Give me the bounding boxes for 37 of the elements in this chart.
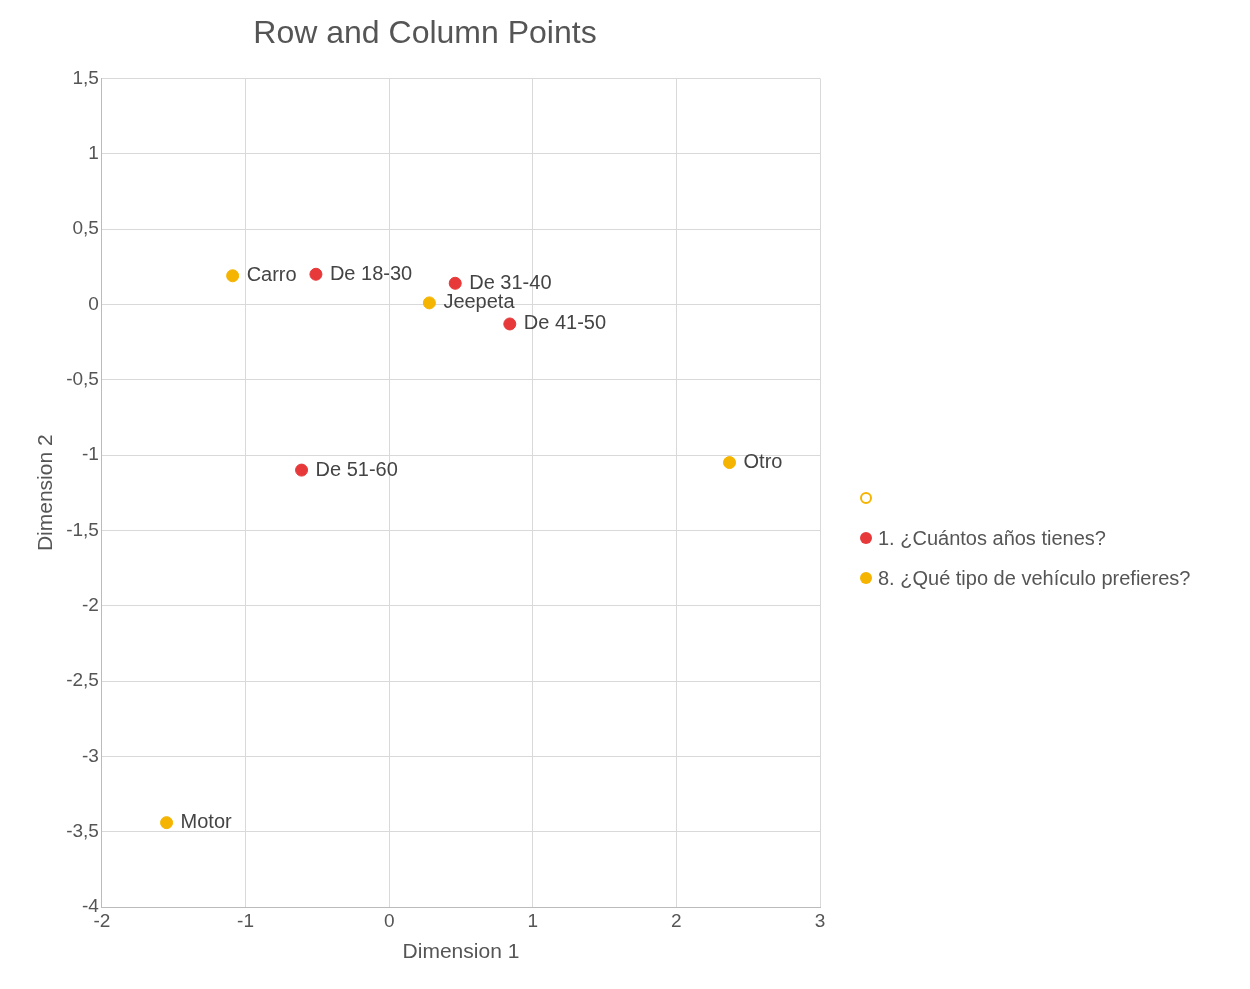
y-tick-label: -1,5 [66, 518, 99, 540]
point [309, 267, 323, 281]
legend-label: 1. ¿Cuántos años tienes? [878, 526, 1106, 550]
x-tick-label: 2 [671, 909, 682, 931]
point [503, 317, 517, 331]
point [448, 276, 462, 290]
x-tick-label: 1 [527, 909, 539, 931]
x-tick-label: 3 [814, 909, 826, 931]
y-tick-label: 1,5 [72, 66, 99, 88]
y-tick-label: -1 [82, 443, 99, 465]
data-label: De 51-60 [315, 457, 398, 480]
point [160, 816, 174, 830]
y-tick-label: -0,5 [66, 367, 99, 389]
data-label: Otro [743, 450, 783, 473]
legend-label: 8. ¿Qué tipo de vehículo prefieres? [878, 566, 1191, 590]
y-tick-label: -2 [82, 593, 99, 615]
data-label: Motor [180, 810, 233, 833]
y-tick-label: 1 [88, 141, 99, 163]
data-label: De 31-40 [469, 270, 552, 293]
x-tick-label: 0 [383, 909, 395, 931]
point [422, 296, 436, 310]
y-axis-title: Dimension 2 [33, 434, 57, 552]
point [226, 269, 240, 283]
y-tick-label: 0,5 [72, 217, 99, 239]
y-tick-label: -2,5 [66, 669, 99, 691]
point [295, 463, 309, 477]
x-tick-label: -1 [237, 909, 254, 931]
data-label: De 41-50 [523, 311, 607, 334]
data-label: De 18-30 [329, 261, 413, 284]
point [723, 456, 737, 470]
chart-title: Row and Column Points [253, 14, 597, 51]
data-label: Carro [246, 263, 297, 286]
x-axis-title: Dimension 1 [402, 939, 520, 963]
y-tick-label: 0 [88, 292, 99, 314]
data-label: Jeepeta [443, 290, 516, 313]
y-tick-label: -3,5 [66, 819, 99, 841]
y-tick-label: -3 [82, 744, 99, 766]
